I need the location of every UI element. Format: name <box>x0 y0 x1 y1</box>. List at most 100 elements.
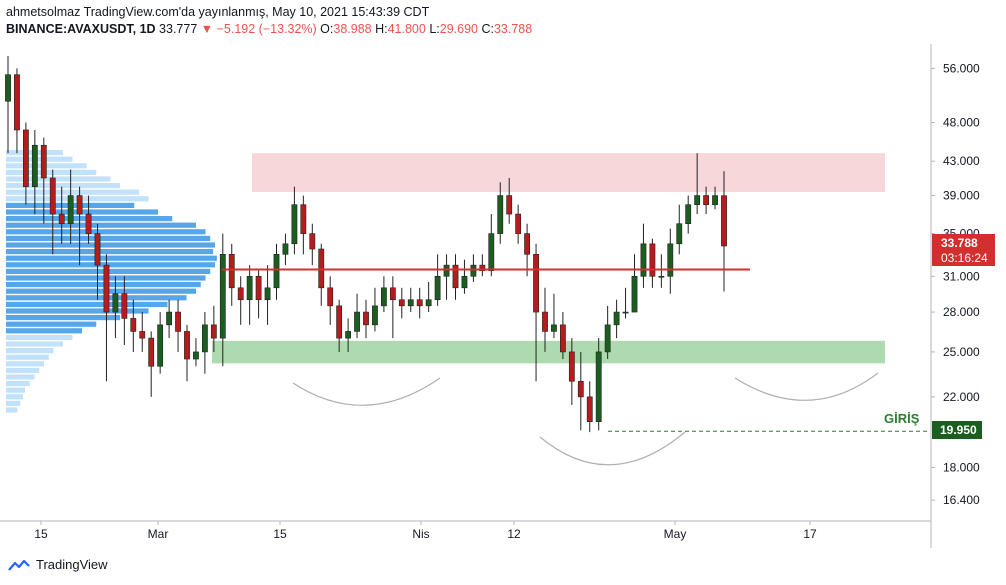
candle <box>67 169 74 244</box>
close-value: 33.788 <box>493 22 533 36</box>
candle <box>103 254 110 382</box>
volume-profile-bar <box>6 348 54 354</box>
candle <box>658 254 665 288</box>
candle <box>533 243 539 382</box>
candle <box>407 287 414 313</box>
resistance-zone <box>252 153 885 192</box>
close-label: C: <box>481 22 494 36</box>
time-tick-label: 17 <box>803 527 817 541</box>
entry-price-label: 19.950 <box>940 423 977 437</box>
volume-profile-bar <box>6 387 25 393</box>
volume-profile-bar <box>6 381 30 387</box>
low-value: 29.690 <box>439 22 478 36</box>
high-value: 41.800 <box>387 22 426 36</box>
candle <box>345 318 351 352</box>
volume-profile-bar <box>6 407 18 413</box>
candle <box>631 254 638 313</box>
arc-curve-2 <box>539 431 686 466</box>
candle <box>273 243 280 300</box>
candle <box>398 287 405 319</box>
candle <box>219 233 226 367</box>
entry-price-tag: 19.950 <box>932 421 982 439</box>
candle <box>309 223 316 266</box>
volume-profile-bar <box>6 282 201 288</box>
candle <box>202 312 208 374</box>
price-axis[interactable]: 56.00048.00043.00039.00035.00031.00028.0… <box>931 61 980 507</box>
candle <box>5 56 11 154</box>
brand-label: TradingView <box>36 557 108 572</box>
candle <box>506 177 513 224</box>
candle <box>479 254 486 277</box>
price-tick-label: 16.400 <box>943 493 980 507</box>
low-label: L: <box>429 22 440 36</box>
volume-profile-bar <box>6 255 217 261</box>
volume-profile-bar <box>6 328 82 334</box>
candle <box>425 281 432 313</box>
volume-profile-bar <box>6 169 97 175</box>
candle <box>461 259 468 294</box>
publish-line: ahmetsolmaz TradingView.com'da yayınlanm… <box>6 5 430 19</box>
time-tick-label: 15 <box>34 527 48 541</box>
candle <box>551 293 557 339</box>
volume-profile-bar <box>6 222 196 228</box>
candle <box>622 287 629 319</box>
change-value: ▼ −5.192 (−13.32%) <box>200 22 317 36</box>
volume-profile-bar <box>6 361 44 367</box>
candle <box>31 129 38 215</box>
candle <box>559 312 566 360</box>
candle <box>434 254 441 306</box>
arc-curve-1 <box>292 377 441 406</box>
chart-header: ahmetsolmaz TradingView.com'da yayınlanm… <box>6 4 532 37</box>
candle <box>389 276 396 339</box>
entry-annotation: GİRİŞ <box>884 411 920 426</box>
volume-profile-bar <box>6 321 97 327</box>
volume-profile-bar <box>6 183 120 189</box>
open-value: 38.988 <box>333 22 372 36</box>
candle <box>524 223 530 277</box>
candle <box>264 265 271 325</box>
symbol-label[interactable]: BINANCE:AVAXUSDT, 1D <box>6 22 156 36</box>
volume-profile <box>6 150 217 413</box>
candles <box>5 56 727 433</box>
volume-profile-bar <box>6 341 63 347</box>
volume-profile-bar <box>6 367 40 373</box>
candle <box>58 186 65 244</box>
candle <box>148 331 155 397</box>
time-axis[interactable]: 15 Mar 15 Nis 12 May 17 <box>34 521 817 541</box>
tradingview-logo[interactable]: TradingView <box>8 557 108 572</box>
candle <box>416 287 423 319</box>
time-tick-label: Mar <box>148 527 169 541</box>
support-zone <box>212 340 885 364</box>
candle <box>255 270 262 319</box>
symbol-line: BINANCE:AVAXUSDT, 1D 33.777 ▼ −5.192 (−1… <box>6 21 532 37</box>
volume-profile-bar <box>6 189 139 195</box>
candle <box>246 265 253 325</box>
candle <box>184 324 190 382</box>
time-tick-label: 15 <box>273 527 287 541</box>
candle <box>380 276 387 313</box>
candle <box>443 254 450 300</box>
last-value: 33.777 <box>159 22 198 36</box>
volume-profile-bar <box>6 354 49 360</box>
candle <box>667 228 674 294</box>
volume-profile-bar <box>6 394 24 400</box>
candle <box>175 299 181 352</box>
candle <box>515 204 522 244</box>
volume-profile-bar <box>6 262 215 268</box>
candle <box>488 214 495 277</box>
volume-profile-bar <box>6 229 206 235</box>
arc-curve-3 <box>734 372 879 401</box>
price-tick-label: 39.000 <box>943 189 980 203</box>
time-tick-label: 12 <box>507 527 521 541</box>
candle <box>568 338 575 405</box>
volume-profile-bar <box>6 242 215 248</box>
candle <box>542 287 548 352</box>
candle <box>712 186 718 210</box>
countdown-label: 03:16:24 <box>941 251 988 265</box>
candle <box>327 276 334 325</box>
candle <box>228 243 235 306</box>
candle <box>112 276 119 339</box>
price-tick-label: 43.000 <box>943 154 980 168</box>
candle <box>210 305 217 352</box>
